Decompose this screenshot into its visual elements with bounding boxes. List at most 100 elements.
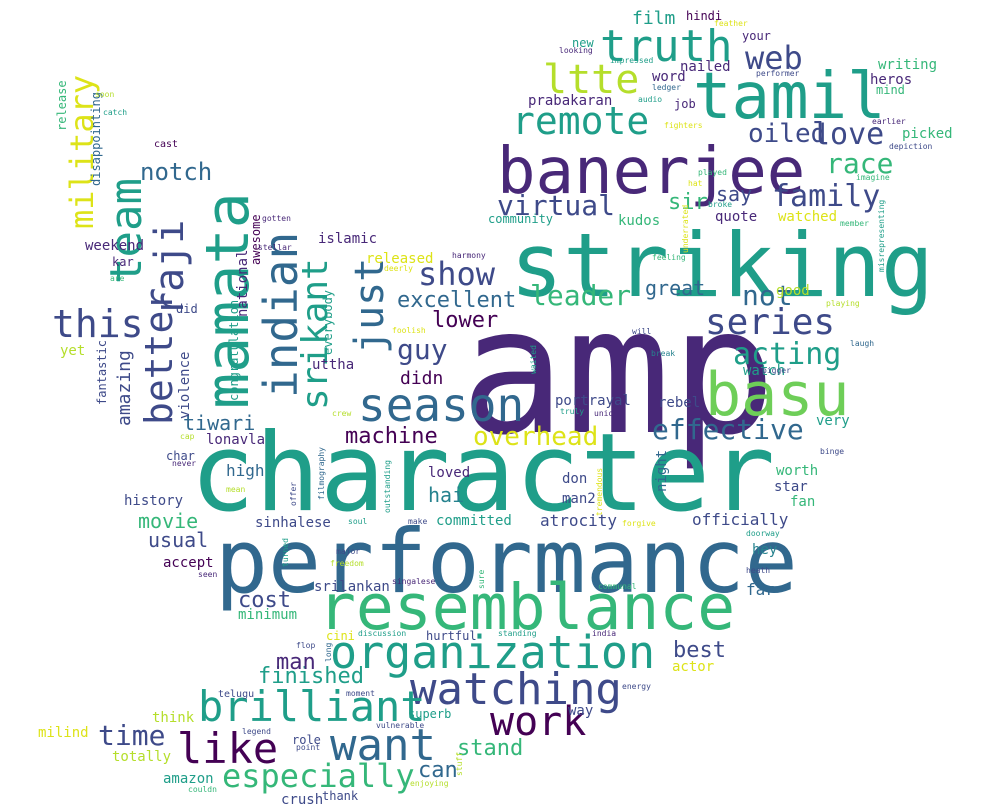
word-111: char: [166, 449, 195, 463]
word-140: underrated: [681, 204, 690, 253]
word-153: ledger: [652, 83, 681, 92]
word-139: feeling: [652, 253, 686, 262]
word-36: race: [826, 147, 894, 180]
word-3: striking: [510, 214, 934, 317]
word-136: stellar: [258, 243, 292, 252]
word-189: flop: [296, 641, 316, 650]
word-32: love: [812, 117, 885, 152]
word-112: release: [55, 80, 69, 131]
word-79: man2: [562, 491, 596, 507]
word-155: fighters: [664, 121, 703, 130]
word-187: standing: [498, 629, 537, 638]
word-93: kar: [112, 255, 134, 269]
word-198: enjoying: [410, 779, 449, 788]
word-179: turned: [281, 538, 290, 567]
word-43: not: [742, 279, 793, 312]
word-123: superb: [408, 707, 452, 721]
word-117: actor: [672, 659, 715, 675]
word-156: hat: [688, 179, 703, 188]
word-65: atrocity: [540, 511, 618, 530]
word-38: overhead: [473, 422, 599, 452]
word-92: weekend: [85, 238, 145, 254]
word-121: amazon: [163, 771, 214, 787]
word-46: lower: [432, 308, 499, 333]
word-70: portrayal: [555, 393, 631, 409]
word-166: binge: [820, 447, 845, 456]
word-24: this: [52, 302, 144, 346]
word-41: machine: [345, 424, 438, 449]
word-105: history: [124, 493, 184, 509]
word-13: truth: [600, 21, 733, 72]
word-193: vulnerable: [376, 721, 425, 730]
word-146: depiction: [889, 142, 933, 151]
word-48: stand: [457, 736, 524, 761]
word-196: stuff: [455, 751, 464, 776]
word-85: hindi: [686, 9, 723, 23]
word-161: bigger: [762, 366, 791, 375]
word-99: uttha: [312, 357, 355, 373]
word-2: performance: [215, 510, 798, 613]
word-141: played: [698, 168, 727, 177]
word-149: looking: [559, 46, 593, 55]
word-175: doorway: [746, 529, 780, 538]
word-142: broke: [708, 200, 733, 209]
word-102: quote: [715, 209, 758, 225]
word-171: offer: [289, 481, 298, 506]
word-122: telugu: [218, 689, 255, 700]
word-172: outstanding: [383, 460, 392, 513]
word-68: good: [776, 283, 810, 299]
word-158: waited: [529, 345, 538, 374]
word-63: high: [226, 461, 265, 480]
word-168: never: [172, 459, 197, 468]
word-84: word: [652, 69, 686, 85]
word-109: minimum: [238, 607, 298, 623]
word-49: best: [673, 638, 726, 663]
word-54: hai: [428, 483, 465, 507]
word-55: can: [418, 758, 458, 783]
word-135: gotten: [262, 214, 291, 223]
word-129: cini: [326, 629, 355, 643]
word-50: cost: [238, 588, 291, 613]
word-113: disappointing: [89, 92, 103, 186]
word-116: did: [176, 302, 198, 316]
word-134: are: [110, 274, 125, 283]
word-177: soul: [348, 517, 368, 526]
word-107: accept: [163, 555, 214, 571]
word-74: star: [774, 479, 808, 495]
word-98: everybody: [321, 289, 335, 355]
word-180: major: [336, 547, 361, 556]
word-5: resemblance: [318, 571, 736, 644]
word-163: truly: [560, 407, 585, 416]
word-151: feather: [714, 19, 748, 28]
word-194: legend: [242, 727, 271, 736]
word-4: banerjee: [497, 135, 806, 209]
word-178: make: [408, 517, 428, 526]
word-185: communal: [598, 582, 637, 591]
word-31: web: [745, 39, 803, 77]
word-42: oiled: [748, 119, 827, 149]
word-76: far: [746, 580, 775, 599]
word-73: worth: [776, 463, 819, 479]
word-57: say: [716, 182, 753, 206]
word-147: imagine: [856, 173, 890, 182]
word-128: hurtful: [426, 629, 477, 643]
word-89: heros: [870, 72, 913, 88]
word-160: laugh: [850, 339, 875, 348]
word-119: think: [152, 710, 195, 726]
word-125: role: [292, 733, 321, 747]
word-157: foolish: [392, 326, 426, 335]
word-169: mean: [226, 485, 246, 494]
word-164: union: [594, 409, 619, 418]
word-114: fantastic: [95, 339, 109, 405]
word-181: freedom: [330, 559, 364, 568]
word-126: crush: [281, 792, 324, 808]
word-8: basu: [705, 360, 850, 430]
word-165: crew: [332, 409, 352, 418]
word-53: usual: [148, 528, 209, 552]
word-96: congratulation: [227, 299, 241, 401]
word-133: catch: [103, 108, 128, 117]
word-124: way: [568, 703, 594, 719]
word-106: sinhalese: [255, 515, 331, 531]
word-97: awesome: [249, 214, 263, 265]
word-101: kudos: [618, 213, 661, 229]
